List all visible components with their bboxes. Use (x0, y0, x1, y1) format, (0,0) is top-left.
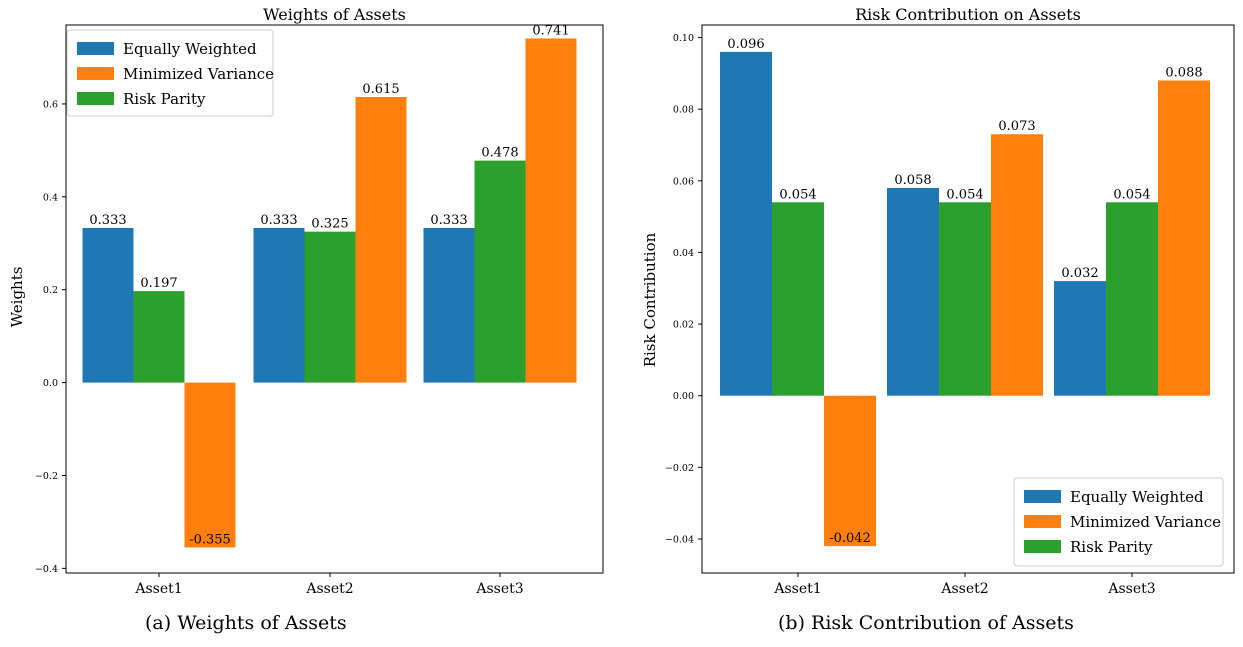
data-label: 0.096 (727, 37, 764, 52)
legend-entry: Minimized Variance (123, 65, 274, 83)
data-label: 0.741 (532, 23, 569, 38)
y-tick-label: 0.08 (673, 105, 694, 116)
bar (525, 38, 577, 383)
caption-a: (a) Weights of Assets (145, 612, 347, 634)
chart-panel-2: Risk Contribution on Assets Risk Contribu… (641, 5, 1235, 597)
y-tick-label: 0.4 (43, 192, 58, 203)
data-label: 0.478 (481, 146, 518, 161)
legend: Equally Weighted Minimized Variance Risk P… (1013, 477, 1224, 567)
plot-frame (65, 24, 604, 574)
plot-frame (701, 24, 1235, 574)
data-label: 0.197 (140, 276, 177, 291)
y-tick-label: 0.2 (43, 285, 58, 296)
bar (1158, 80, 1210, 396)
y-tick-label: −0.02 (665, 463, 694, 474)
legend-swatch (77, 67, 114, 80)
legend-box (1013, 477, 1224, 567)
legend-entry: Minimized Variance (1070, 513, 1221, 531)
data-label: 0.054 (1113, 187, 1150, 202)
x-tick-label: Asset3 (1107, 581, 1155, 597)
bar (82, 227, 134, 383)
data-label: 0.333 (430, 213, 467, 228)
bar (720, 51, 772, 396)
legend-swatch (77, 42, 114, 55)
bar (824, 395, 876, 547)
y-axis-label: Risk Contribution (641, 232, 659, 367)
bar (1054, 281, 1106, 396)
legend-swatch (1024, 540, 1061, 553)
bar (887, 187, 939, 396)
bar (133, 291, 185, 383)
x-tick-label: Asset1 (134, 581, 182, 597)
data-label: 0.054 (779, 187, 816, 202)
legend-swatch (77, 92, 114, 105)
legend-swatch (1024, 490, 1061, 503)
caption-b: (b) Risk Contribution of Assets (778, 612, 1074, 634)
bar (184, 382, 236, 548)
y-axis-label: Weights (8, 267, 26, 328)
x-tick-label: Asset2 (940, 581, 988, 597)
bar (304, 231, 356, 383)
legend-entry: Risk Parity (123, 90, 206, 108)
data-label: 0.032 (1061, 266, 1098, 281)
y-tick-label: 0.02 (673, 320, 694, 331)
data-label: -0.042 (829, 531, 871, 546)
bar (939, 202, 991, 396)
legend-entry: Risk Parity (1070, 538, 1153, 556)
bar (355, 96, 407, 383)
legend: Equally Weighted Minimized Variance Risk P… (66, 29, 274, 117)
y-tick-label: −0.4 (35, 564, 58, 575)
bar (991, 134, 1043, 396)
legend-swatch (1024, 515, 1061, 528)
x-tick-label: Asset2 (305, 581, 353, 597)
x-tick-label: Asset3 (475, 581, 523, 597)
y-tick-label: 0.6 (43, 99, 58, 110)
bar (423, 227, 475, 383)
y-tick-label: 0.06 (673, 176, 694, 187)
bar (772, 202, 824, 396)
x-tick-label: Asset1 (773, 581, 821, 597)
data-label: 0.333 (89, 213, 126, 228)
legend-box (66, 29, 274, 117)
legend-entry: Equally Weighted (123, 40, 257, 58)
bar (253, 227, 305, 383)
y-tick-label: −0.04 (665, 534, 694, 545)
chart-title: Weights of Assets (263, 5, 406, 24)
data-label: -0.355 (189, 532, 231, 547)
data-label: 0.058 (894, 173, 931, 188)
data-label: 0.333 (260, 213, 297, 228)
y-tick-label: 0.10 (673, 33, 694, 44)
legend-entry: Equally Weighted (1070, 488, 1204, 506)
y-tick-label: 0.0 (43, 378, 58, 389)
data-label: 0.073 (998, 119, 1035, 134)
bar (1106, 202, 1158, 396)
y-tick-label: 0.04 (673, 248, 694, 259)
data-label: 0.615 (362, 82, 399, 97)
data-label: 0.054 (946, 187, 983, 202)
chart-panel-1: Weights of Assets Weights 0.333 0.197 -0.355… (8, 5, 604, 597)
bar (474, 160, 526, 383)
data-label: 0.088 (1165, 66, 1202, 81)
chart-title: Risk Contribution on Assets (855, 5, 1081, 24)
y-tick-label: 0.00 (673, 391, 694, 402)
data-label: 0.325 (311, 217, 348, 232)
y-tick-label: −0.2 (35, 471, 58, 482)
